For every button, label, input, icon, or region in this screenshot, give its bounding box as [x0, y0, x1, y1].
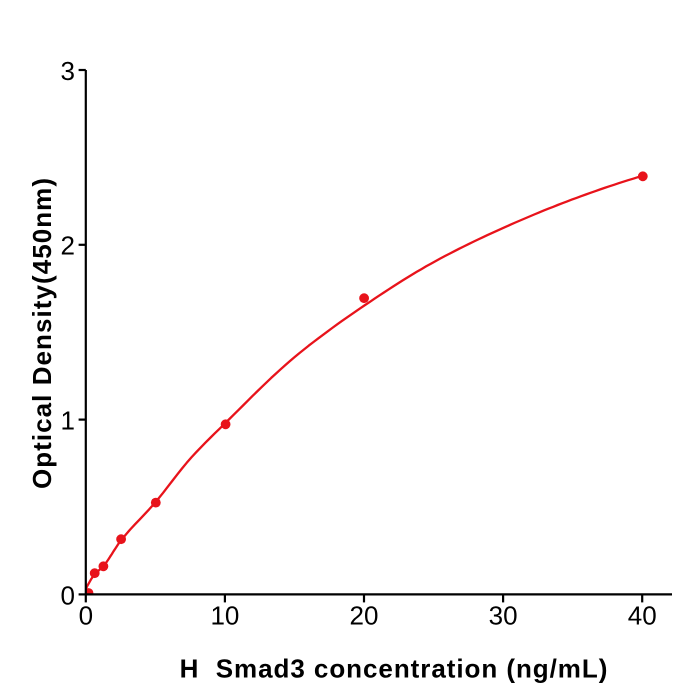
svg-text:2: 2	[61, 231, 75, 261]
svg-text:0: 0	[61, 580, 75, 610]
svg-text:3: 3	[61, 56, 75, 86]
svg-text:0: 0	[79, 601, 93, 631]
svg-text:1: 1	[61, 406, 75, 436]
svg-text:20: 20	[350, 601, 379, 631]
svg-text:Optical Density(450nm): Optical Density(450nm)	[27, 177, 57, 489]
svg-text:30: 30	[489, 601, 518, 631]
svg-text:10: 10	[210, 601, 239, 631]
svg-text:H Smad3 concentration (ng/mL): H Smad3 concentration (ng/mL)	[180, 654, 609, 684]
svg-text:40: 40	[628, 601, 657, 631]
